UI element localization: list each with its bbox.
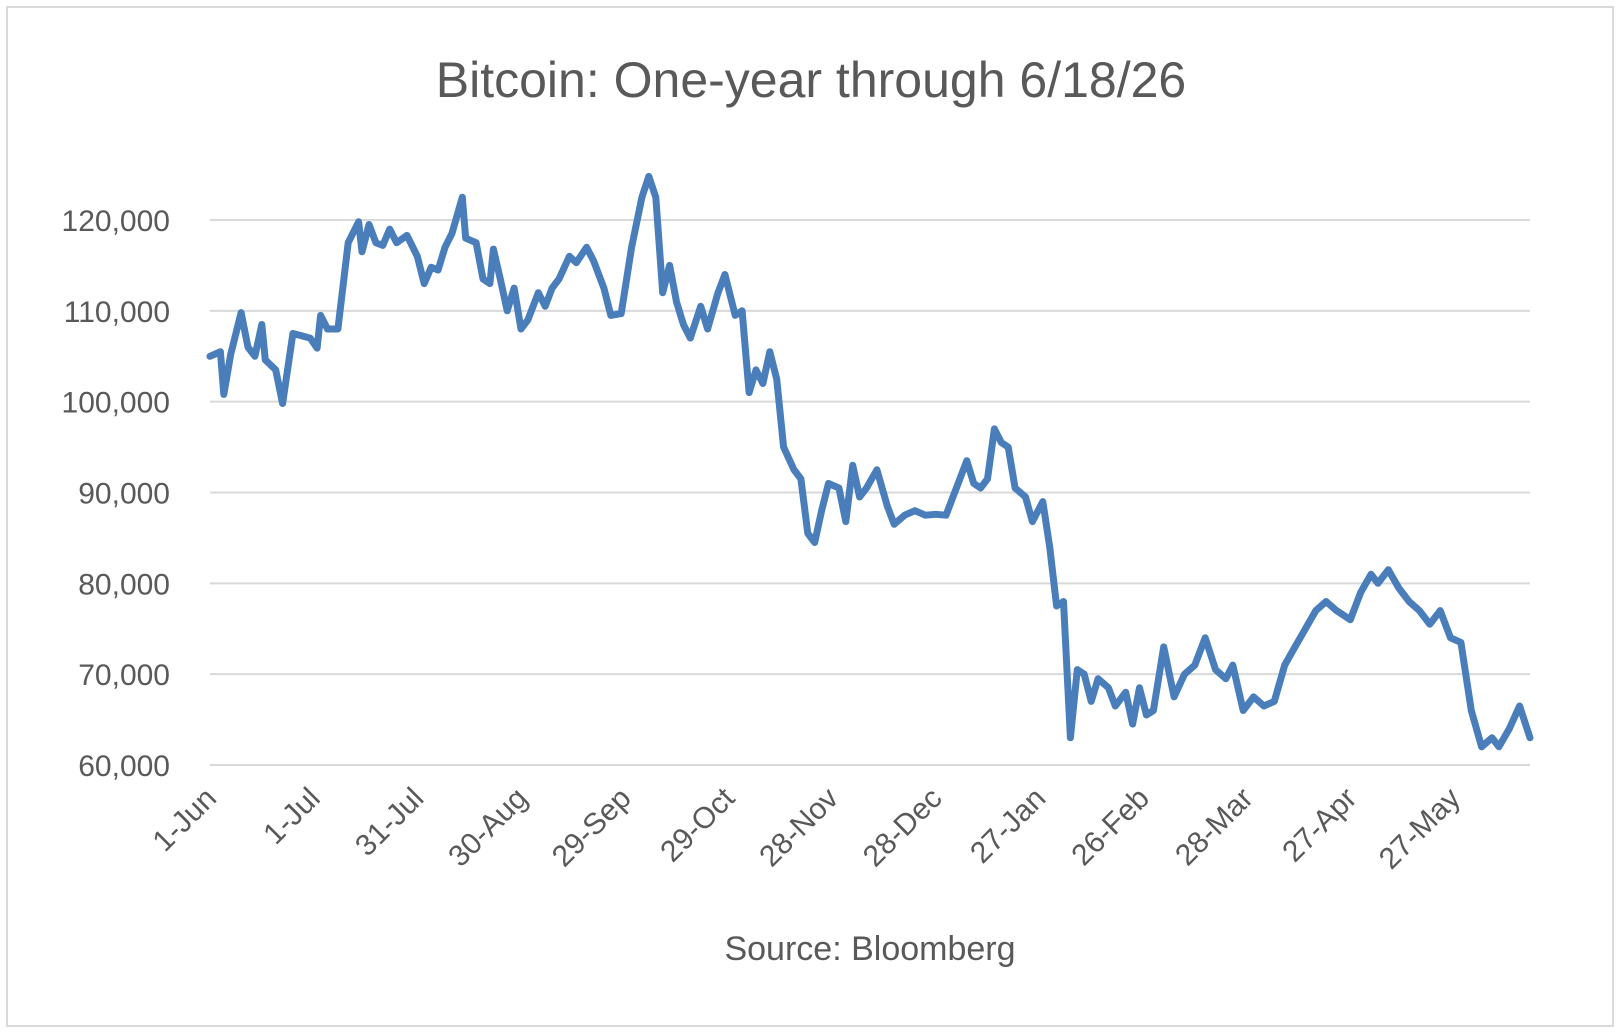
series-layer [206, 172, 1534, 751]
x-tick-label: 28-Mar [1169, 782, 1260, 873]
y-tick-label: 80,000 [78, 568, 170, 601]
y-axis-tick-labels: 60,000 70,000 80,000 90,000 100,000 110,000 12… [62, 205, 170, 783]
x-tick-label: 31-Jul [349, 782, 430, 863]
x-tick-label: 27-Jan [964, 782, 1052, 870]
bitcoin-price-line [206, 172, 1534, 751]
y-tick-label: 70,000 [78, 659, 170, 692]
x-tick-label: 29-Oct [654, 781, 741, 868]
x-tick-label: 30-Aug [442, 782, 534, 874]
y-tick-label: 90,000 [78, 478, 170, 511]
y-tick-label: 120,000 [62, 205, 170, 238]
x-axis-tick-labels: 1-Jun 1-Jul 31-Jul 30-Aug 29-Sep 29-Oct 28-Nov… [147, 781, 1467, 876]
x-tick-label: 27-Apr [1276, 782, 1363, 869]
x-tick-label: 27-May [1373, 782, 1467, 876]
y-tick-label: 60,000 [78, 750, 170, 783]
chart-frame [6, 6, 1614, 1027]
x-tick-label: 1-Jun [147, 782, 223, 858]
x-tick-label: 28-Dec [857, 782, 949, 874]
chart-title: Bitcoin: One-year through 6/18/26 [436, 52, 1186, 108]
source-note: Source: Bloomberg [724, 930, 1015, 968]
gridlines [210, 219, 1530, 766]
x-tick-label: 28-Nov [753, 782, 845, 874]
y-tick-label: 110,000 [64, 296, 170, 329]
x-tick-label: 26-Feb [1065, 782, 1156, 873]
x-tick-label: 29-Sep [546, 782, 638, 874]
y-tick-label: 100,000 [62, 387, 170, 420]
x-tick-label: 1-Jul [257, 782, 326, 851]
